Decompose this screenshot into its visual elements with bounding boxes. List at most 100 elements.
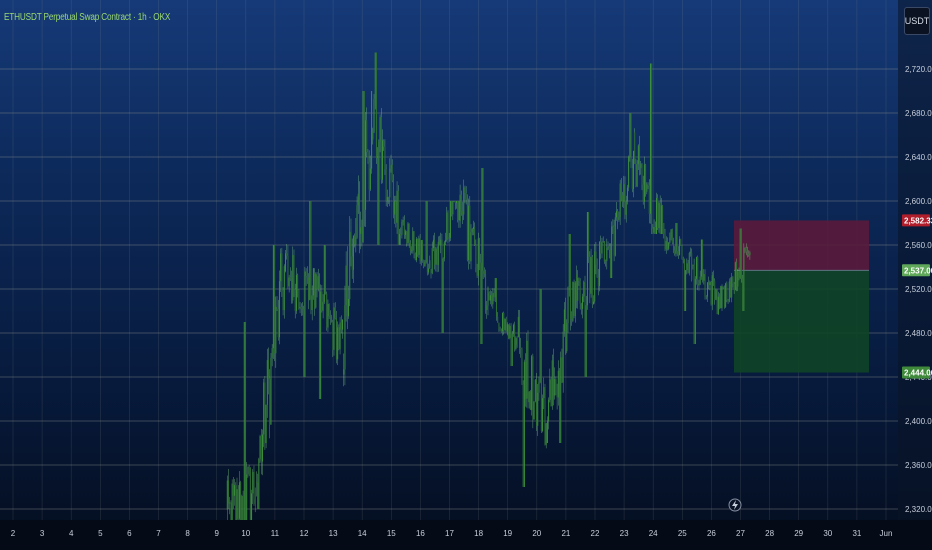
candle-body xyxy=(453,201,455,202)
candle-body xyxy=(249,467,251,523)
candle-body xyxy=(420,240,422,262)
x-tick-label: 2 xyxy=(11,529,16,538)
candle-body xyxy=(325,245,327,294)
stop-price-tag xyxy=(902,214,930,227)
candle-body xyxy=(612,225,614,227)
candle-body xyxy=(488,292,490,301)
candle-body xyxy=(286,253,288,256)
candle-body xyxy=(719,296,721,309)
price-scale[interactable] xyxy=(898,0,932,520)
candle-body xyxy=(679,239,681,255)
candle-body xyxy=(356,205,358,238)
candle-body xyxy=(301,308,303,310)
candle-body xyxy=(738,271,740,279)
candle-body xyxy=(363,91,365,210)
entry-price-tag xyxy=(902,264,930,277)
y-tick-label: 2,640.00 xyxy=(905,153,932,162)
candle-body xyxy=(318,276,320,399)
candle-body xyxy=(465,192,467,200)
candle-body xyxy=(348,299,350,317)
candles xyxy=(226,52,751,542)
candle-body xyxy=(539,289,541,383)
candle-body xyxy=(261,434,263,462)
candle-body xyxy=(629,113,631,157)
candle-body xyxy=(282,291,284,311)
candle-body xyxy=(283,266,285,311)
currency-badge[interactable]: USDT xyxy=(904,7,930,35)
candle-body xyxy=(428,268,430,273)
candle-body xyxy=(670,229,672,238)
candle-body xyxy=(711,275,713,305)
x-tick-label: 22 xyxy=(591,529,600,538)
candle-body xyxy=(260,436,262,462)
candle-body xyxy=(293,255,295,290)
position-zones[interactable] xyxy=(734,220,869,373)
candle-body xyxy=(406,231,408,244)
candle-body xyxy=(378,141,380,245)
candle-body xyxy=(652,228,654,233)
candle-body xyxy=(471,228,473,233)
candle-body xyxy=(665,241,667,250)
time-scale[interactable] xyxy=(0,520,932,550)
candle-body xyxy=(599,242,601,286)
candle-body xyxy=(229,502,231,504)
candle-body xyxy=(548,399,550,422)
candle-body xyxy=(607,246,609,248)
candle-body xyxy=(511,333,513,366)
candle-body xyxy=(395,201,397,223)
candle-body xyxy=(316,274,318,289)
candle-body xyxy=(654,227,656,234)
candle-body xyxy=(385,169,387,201)
candle-body xyxy=(426,201,428,273)
candle-body xyxy=(338,327,340,350)
candle-body xyxy=(265,404,267,444)
candle-body xyxy=(509,325,511,339)
candle-body xyxy=(442,258,444,333)
candle-body xyxy=(632,151,634,189)
candle-body xyxy=(516,337,518,345)
candle-body xyxy=(692,264,694,266)
candle-body xyxy=(628,156,630,188)
candle-body xyxy=(554,378,556,396)
candle-body xyxy=(669,237,671,243)
candle-body xyxy=(622,195,624,202)
candle-body xyxy=(382,140,384,180)
candle-body xyxy=(510,325,512,366)
candle-body xyxy=(409,242,411,251)
candle-body xyxy=(588,212,590,257)
candle-body xyxy=(737,271,739,287)
candle-body xyxy=(477,238,479,276)
candle-body xyxy=(630,113,632,168)
candle-body xyxy=(331,316,333,323)
candle-body xyxy=(419,238,421,262)
candle-body xyxy=(243,322,245,522)
candle-body xyxy=(677,251,679,255)
entry-price-tag-label: 2,537.00 xyxy=(904,266,932,275)
candle-body xyxy=(272,245,274,349)
candle-body xyxy=(551,360,553,407)
candle-body xyxy=(616,211,618,218)
stop-loss-zone[interactable] xyxy=(734,220,869,271)
candle-body xyxy=(297,274,299,290)
candle-body xyxy=(545,423,547,445)
candle-body xyxy=(479,238,481,263)
candle-body xyxy=(696,257,698,279)
candle-body xyxy=(445,239,447,243)
candle-body xyxy=(373,98,375,133)
x-tick-label: 26 xyxy=(707,529,716,538)
candle-body xyxy=(367,152,369,162)
candle-body xyxy=(673,242,675,251)
candle-body xyxy=(725,283,727,308)
take-profit-zone[interactable] xyxy=(734,270,869,373)
candle-body xyxy=(682,258,684,260)
candle-body xyxy=(697,257,699,286)
candle-body xyxy=(559,370,561,443)
candle-body xyxy=(443,242,445,259)
flash-icon[interactable] xyxy=(728,498,742,512)
candle-body xyxy=(643,164,645,202)
candle-body xyxy=(694,278,696,344)
candle-body xyxy=(412,231,414,251)
candle-body xyxy=(374,52,376,99)
